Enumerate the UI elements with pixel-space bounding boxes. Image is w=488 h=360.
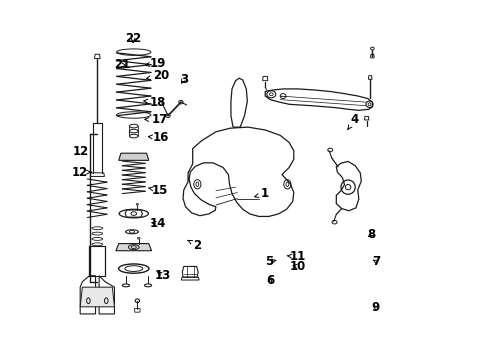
Text: 12: 12 (73, 145, 89, 158)
Text: 9: 9 (371, 301, 379, 314)
Text: 17: 17 (144, 113, 167, 126)
Text: 11: 11 (286, 250, 305, 263)
Text: 7: 7 (371, 255, 379, 268)
Text: 4: 4 (347, 113, 358, 129)
Text: 16: 16 (148, 131, 168, 144)
Polygon shape (116, 244, 151, 251)
Text: 2: 2 (187, 239, 201, 252)
Text: 8: 8 (366, 228, 375, 241)
Text: 1: 1 (254, 187, 269, 200)
Text: 21: 21 (114, 58, 130, 72)
Text: 3: 3 (180, 73, 187, 86)
Polygon shape (119, 153, 148, 160)
Polygon shape (80, 287, 114, 307)
Text: 15: 15 (148, 184, 167, 197)
Text: 20: 20 (146, 69, 169, 82)
Text: 13: 13 (155, 269, 171, 282)
Text: 10: 10 (289, 260, 305, 273)
Text: 6: 6 (265, 274, 274, 287)
Text: 22: 22 (124, 32, 141, 45)
Text: 18: 18 (143, 96, 166, 109)
Text: 14: 14 (149, 217, 166, 230)
Text: 19: 19 (145, 57, 166, 71)
Text: 12: 12 (72, 166, 91, 179)
Text: 5: 5 (264, 255, 275, 268)
